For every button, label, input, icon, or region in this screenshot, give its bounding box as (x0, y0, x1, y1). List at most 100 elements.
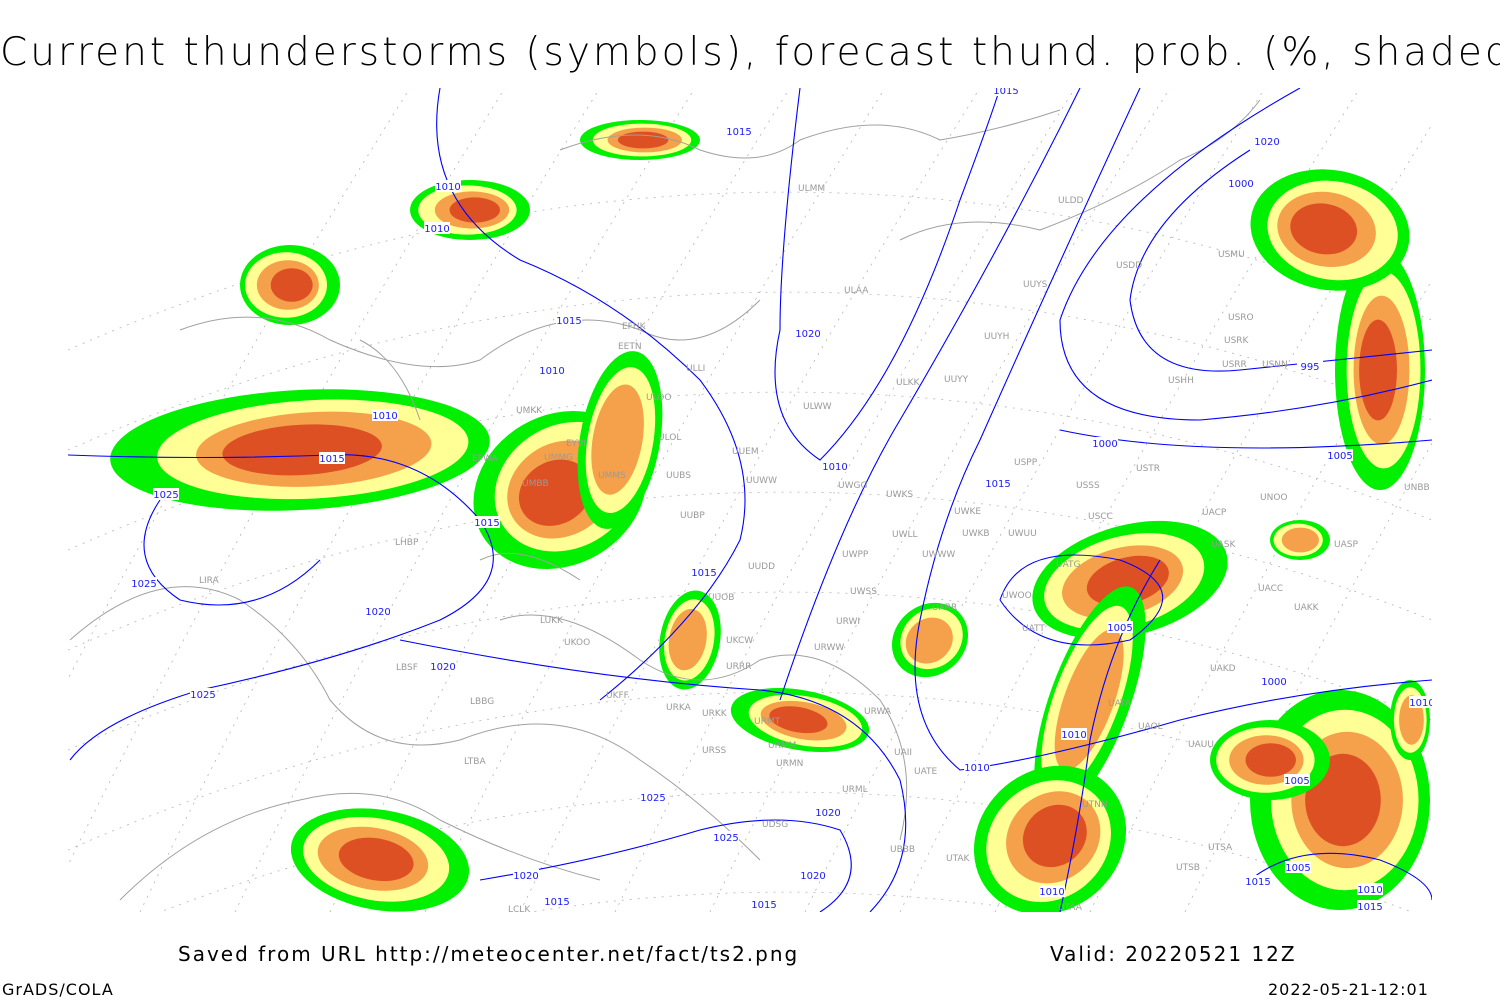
isobar-label-bg (1409, 696, 1432, 708)
station-label: EFHK (622, 322, 647, 332)
coastline (69, 586, 761, 861)
station-label: LIRA (199, 576, 220, 586)
isobar-label-bg (153, 488, 179, 500)
station-label: URMM (768, 741, 796, 751)
station-label: UTAA (1058, 903, 1083, 912)
isobar-label: 1015 (1357, 902, 1382, 912)
coastline (179, 299, 761, 368)
station-label: UUYH (984, 332, 1009, 342)
station-label: URSS (702, 746, 727, 756)
isobar-line (999, 554, 1164, 646)
station-label: URML (842, 785, 868, 795)
isobar-label: 1025 (640, 793, 665, 804)
station-label: UUBS (666, 471, 691, 481)
isobar-line (1249, 852, 1432, 901)
thunderstorm-probability-shading (110, 120, 1430, 912)
isobar-label-bg (640, 791, 666, 803)
station-label: UWKE (954, 507, 981, 517)
isobar-label: 1010 (1357, 885, 1382, 896)
probability-area (668, 608, 707, 671)
isobar-label-bg (319, 452, 345, 464)
station-label: UATG (1056, 560, 1081, 570)
station-label: UWGG (838, 481, 867, 491)
station-label: EETN (618, 342, 642, 352)
station-label: UKFF (606, 691, 629, 701)
station-label: USHH (1168, 376, 1194, 386)
station-label: UAOL (1138, 722, 1163, 732)
station-label: URWA (864, 707, 892, 717)
isobar-label: 995 (1300, 362, 1319, 373)
station-label: UATT (1022, 624, 1045, 634)
isobar-labels: 1015 1010 1010 1015 1020 1010 1010 1015 1025 1015… (131, 88, 1432, 912)
station-label: LCLK (508, 905, 531, 912)
isobar-label: 1015 (319, 454, 344, 465)
isobar-line (436, 88, 746, 701)
isobar-label-bg (1107, 621, 1133, 633)
station-label: UWSS (850, 587, 877, 597)
isobar-label-bg (1228, 177, 1254, 189)
meridian-line (519, 88, 981, 912)
isobar-label: 1020 (800, 871, 825, 882)
isobar-label-bg (795, 327, 821, 339)
isobar-label-bg (1285, 861, 1311, 873)
isobar-label-bg (751, 898, 777, 910)
station-label: UWLL (892, 530, 918, 540)
isobar-label: 1025 (713, 833, 738, 844)
valid-time-text: Valid: 20220521 12Z (1050, 942, 1297, 966)
probability-area (449, 197, 500, 223)
station-label: USDD (1116, 261, 1142, 271)
meridian-line (234, 88, 696, 912)
station-label: USRR (1222, 360, 1247, 370)
isobar-line (1059, 88, 1432, 421)
isobar-label: 1015 (544, 897, 569, 908)
isobar-label-bg (726, 125, 752, 137)
isobar-label-bg (1254, 135, 1280, 147)
coastline (899, 99, 1261, 241)
isobar-label-bg (424, 222, 450, 234)
station-label: UACP (1202, 508, 1227, 518)
probability-area (1086, 555, 1169, 606)
station-label: URKK (702, 709, 728, 719)
probability-area (1245, 743, 1296, 777)
probability-area (1281, 527, 1319, 553)
station-label: USNN (1262, 360, 1288, 370)
station-label: UUEM (732, 447, 759, 457)
station-label: EPWA (472, 454, 499, 464)
station-label: UACC (1258, 584, 1283, 594)
isobar-label-bg (190, 688, 216, 700)
generated-timestamp: 2022-05-21-12:01 (1268, 980, 1429, 999)
station-label: UUYY (944, 375, 969, 385)
meridian-line (1184, 442, 1432, 912)
coastlines-borders (69, 99, 1261, 901)
isobar-label-bg (713, 831, 739, 843)
isobar-label-bg (800, 869, 826, 881)
station-label: UAII (894, 748, 912, 758)
isobar-label-bg (1092, 437, 1118, 449)
station-label: UMMS (598, 471, 626, 481)
coastline (559, 109, 1061, 159)
station-label: UTAK (946, 854, 971, 864)
station-label: UDSG (762, 820, 788, 830)
isobar-label: 1010 (822, 462, 847, 473)
station-label: UKCW (726, 636, 753, 646)
station-label: LBBG (470, 697, 494, 707)
station-label: UKOO (564, 638, 590, 648)
isobar-label: 1015 (726, 127, 751, 138)
station-label: UASK (1211, 540, 1236, 550)
isobar-label: 1000 (1228, 179, 1253, 190)
isobar-label: 1010 (435, 182, 460, 193)
meridian-line (614, 88, 1076, 912)
meridian-line (709, 88, 1171, 912)
station-label: UAKK (1294, 603, 1320, 613)
isobar-label: 1005 (1285, 863, 1310, 874)
isobar-label-bg (691, 566, 717, 578)
station-label: UTSB (1176, 863, 1200, 873)
station-label: ULAA (844, 286, 869, 296)
station-label: ULWW (803, 402, 832, 412)
station-label: UBBB (890, 845, 915, 855)
station-label: UATA (1108, 699, 1132, 709)
probability-area (270, 268, 313, 302)
station-label: UWWW (922, 550, 955, 560)
isobar-line (779, 88, 1081, 701)
isobar-label: 1010 (1409, 698, 1432, 709)
